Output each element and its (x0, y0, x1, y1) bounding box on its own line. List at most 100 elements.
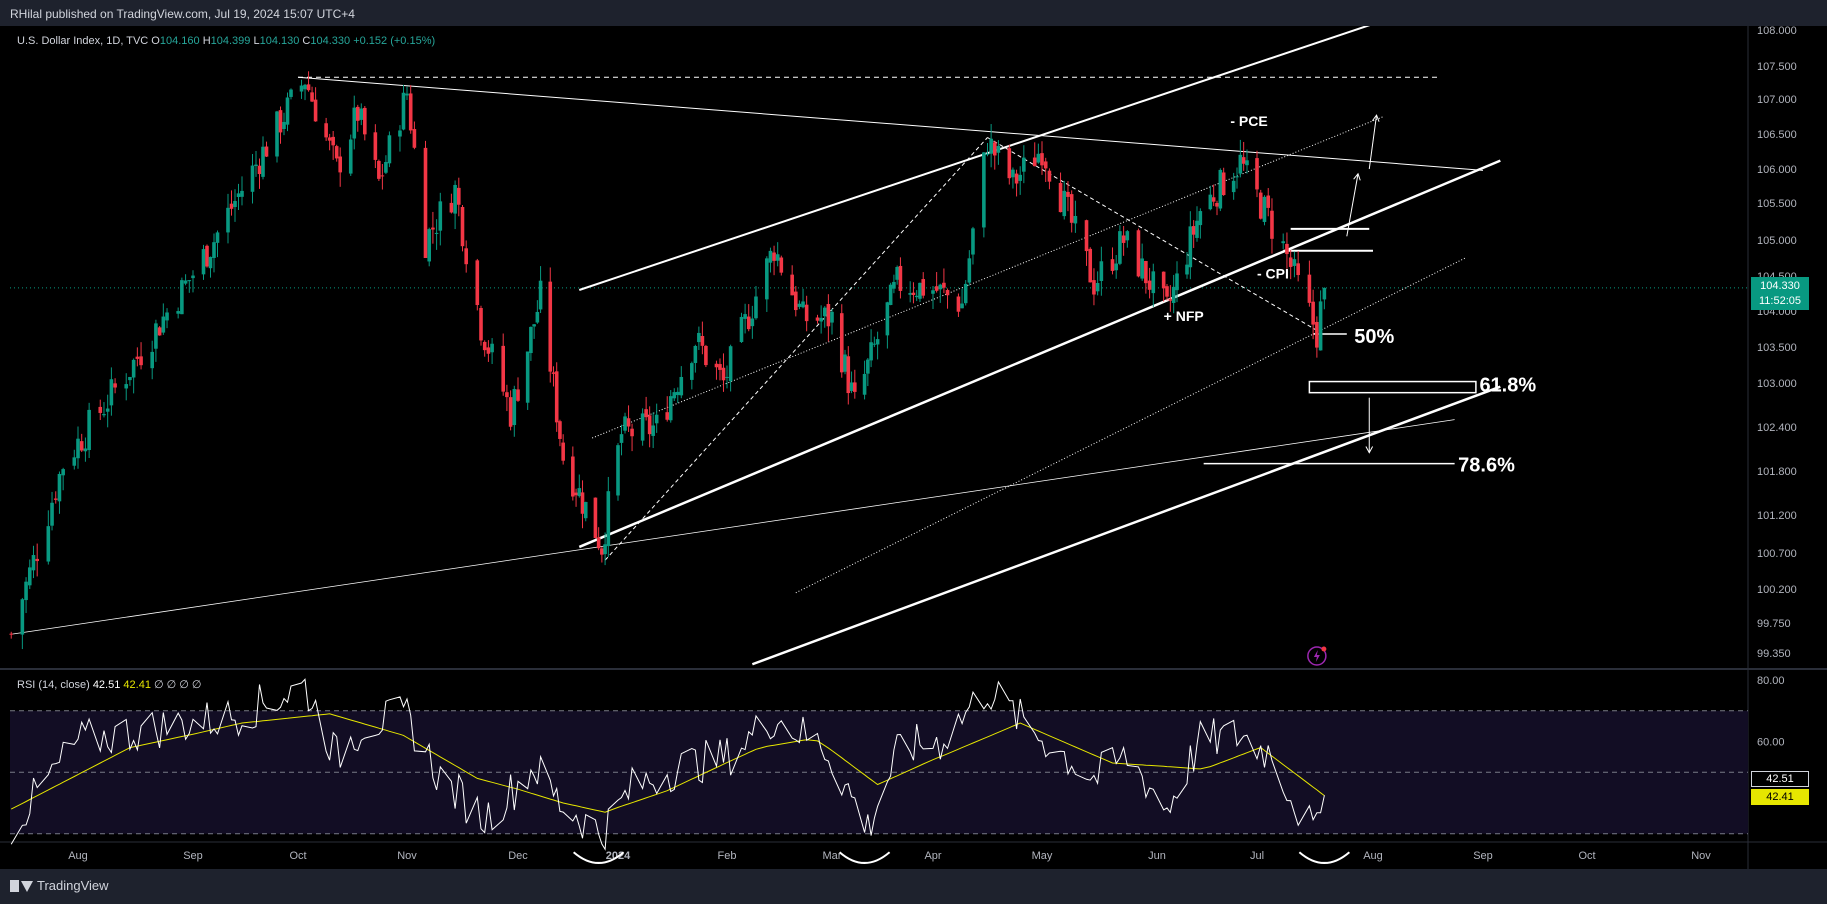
candle-body (1047, 170, 1052, 182)
price-tick-label: 106.500 (1757, 129, 1797, 141)
candle-body (704, 345, 708, 366)
fib-618-box (1308, 380, 1477, 394)
candle-body (775, 254, 780, 261)
candle-body (1095, 282, 1100, 292)
candle-body (1032, 157, 1037, 167)
candle-body (1161, 271, 1166, 289)
rsi-ma-legend-value: 42.41 (123, 679, 151, 691)
candle-body (212, 242, 216, 258)
candle-body (352, 107, 357, 139)
candle-body (853, 382, 857, 392)
candle-body (862, 373, 867, 395)
candle-body (1092, 280, 1096, 295)
candle-body (250, 165, 255, 192)
candle-body (577, 488, 582, 497)
candle-body (801, 301, 805, 308)
candle-body (373, 132, 378, 160)
candle-body (215, 232, 220, 243)
close-label: C (302, 35, 311, 47)
candle-body (285, 97, 290, 125)
candle-body (675, 391, 680, 396)
candle-body (746, 316, 751, 330)
candle-body (278, 110, 283, 133)
candle-body (327, 137, 332, 141)
candle-body (869, 342, 873, 361)
chart-svg[interactable]: 108.000 107.500 107.000 106.500 106.000 105.5… (0, 26, 1827, 869)
rsi-ma-value-badge: 42.41 (1751, 789, 1809, 805)
candle-body (508, 397, 513, 427)
candle-body (679, 376, 684, 396)
candle-body (57, 473, 62, 502)
fib-dashed-fall (987, 137, 1321, 334)
candle-body (529, 326, 533, 354)
candle-body (1245, 160, 1249, 166)
price-tick-label: 99.750 (1757, 618, 1791, 630)
candle-body (985, 153, 990, 155)
open-label: O (151, 35, 160, 47)
candle-body (963, 283, 968, 304)
brand[interactable]: TradingView (10, 878, 109, 893)
candle-body (846, 356, 851, 394)
candle-body (1118, 231, 1122, 264)
candle-body (380, 175, 385, 177)
candle-body (1175, 273, 1179, 291)
candle-body (888, 284, 893, 305)
low-value: 104.130 (259, 35, 300, 47)
close-value: 104.330 (310, 35, 351, 47)
brand-label: TradingView (37, 878, 109, 893)
candle-body (505, 392, 509, 398)
candle-body (931, 290, 935, 294)
price-tick-label: 99.350 (1757, 648, 1791, 660)
candle-body (583, 502, 588, 519)
candle-body (377, 160, 381, 179)
candle-body (83, 448, 88, 452)
candle-body (1285, 243, 1289, 255)
candle-body (1211, 197, 1216, 202)
candle-body (822, 307, 827, 317)
candle-body (53, 498, 58, 500)
candle-body (1147, 280, 1152, 290)
candle-body (1185, 264, 1189, 275)
time-tick-label: Aug (1363, 850, 1383, 862)
time-tick-label: Feb (718, 850, 737, 862)
candle-body (1168, 298, 1173, 301)
candle-body (161, 316, 166, 333)
candle-body (790, 274, 794, 296)
candle-body (233, 200, 237, 208)
time-tick-label: Apr (924, 850, 941, 862)
footer-bar: TradingView (0, 869, 1827, 904)
candle-body (1014, 173, 1019, 184)
candle-body (412, 129, 417, 148)
event-lightning-glyph (1313, 650, 1320, 662)
candle-body (665, 412, 670, 420)
channel-upper-line (578, 26, 1371, 291)
candle-body (623, 416, 627, 431)
candle-body (157, 327, 162, 336)
candle-body (408, 93, 413, 131)
candle-body (768, 250, 773, 263)
rsi-value-badge: 42.51 (1751, 771, 1809, 787)
price-tick-label: 106.000 (1757, 164, 1797, 176)
candle-body (971, 228, 975, 255)
fib-dashed-rise (604, 137, 988, 561)
candle-body (908, 293, 912, 295)
candle-body (516, 389, 520, 401)
candle-body (921, 279, 926, 296)
breakdown-arrow-head (1365, 446, 1374, 454)
candle-body (1114, 263, 1118, 271)
candle-body (24, 581, 28, 601)
candle-body (1188, 226, 1193, 268)
candle-body (885, 302, 890, 336)
candle-body (1058, 182, 1063, 213)
bar-countdown: 11:52:05 (1758, 295, 1801, 307)
candle-body (1311, 301, 1315, 325)
candle-body (693, 345, 698, 364)
candle-body (640, 413, 645, 441)
time-tick-label: Nov (1691, 850, 1711, 862)
price-tick-label: 105.500 (1757, 198, 1797, 210)
candle-body (113, 383, 117, 388)
price-tick-label: 101.800 (1757, 466, 1797, 478)
candle-body (1088, 248, 1093, 283)
candle-body (79, 441, 84, 451)
candle-body (603, 544, 607, 555)
